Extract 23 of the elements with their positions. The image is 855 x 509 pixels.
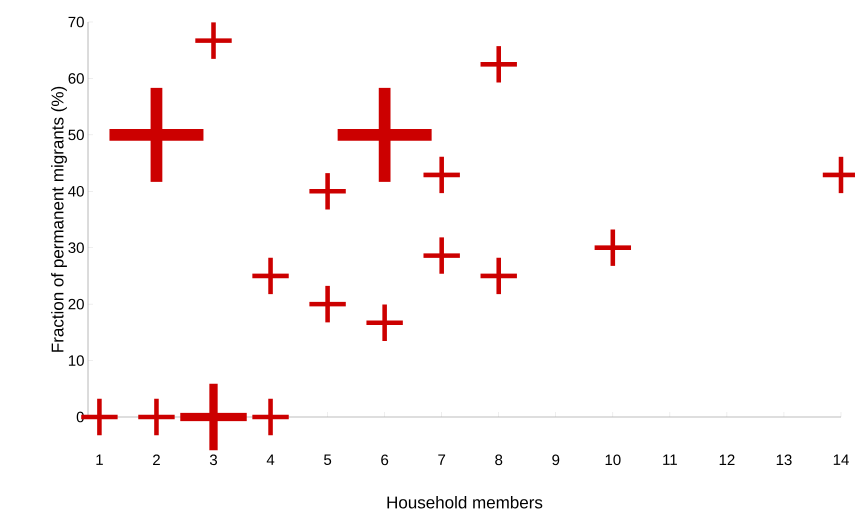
- x-tick-label: 11: [663, 454, 677, 465]
- y-axis-title: Fraction of permanent migrants (%): [51, 86, 67, 352]
- y-tick-label: 30: [68, 242, 84, 254]
- x-tick-label: 4: [266, 454, 274, 465]
- y-tick-label: 50: [68, 130, 84, 140]
- x-axis-title: Household members: [387, 496, 542, 508]
- y-tick-label: 70: [68, 16, 84, 28]
- x-tick-label: 12: [720, 454, 734, 465]
- y-tick-label: 60: [68, 73, 84, 84]
- x-tick-label: 13: [776, 454, 792, 466]
- x-tick-label: 2: [153, 454, 160, 465]
- x-tick-label: 10: [606, 454, 621, 466]
- y-tick-label: 20: [68, 298, 84, 310]
- x-tick-label: 7: [438, 454, 446, 465]
- x-tick-label: 1: [96, 454, 103, 465]
- x-tick-label: 14: [834, 454, 849, 465]
- x-tick-label: 8: [495, 454, 502, 466]
- x-tick-label: 6: [381, 454, 388, 466]
- x-tick-label: 3: [210, 454, 218, 466]
- x-tick-label: 9: [552, 454, 560, 466]
- y-tick-label: 40: [68, 186, 84, 197]
- y-tick-label: 10: [68, 355, 84, 366]
- x-tick-label: 5: [324, 454, 332, 465]
